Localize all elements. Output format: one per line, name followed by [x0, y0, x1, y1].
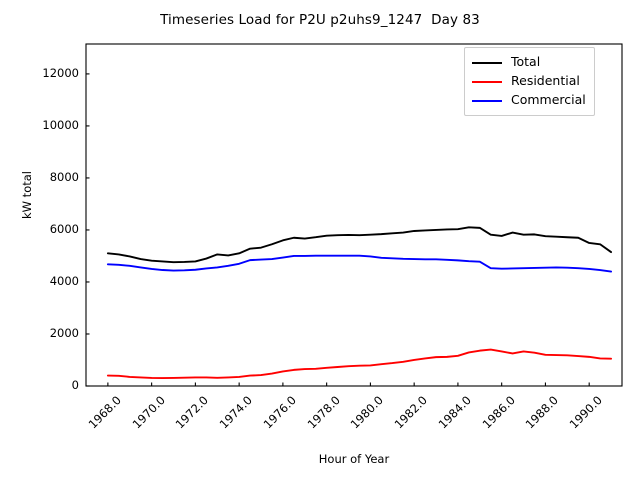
- y-tick-label: 4000: [49, 273, 79, 288]
- data-series-lines: [106, 226, 613, 380]
- y-tick-label: 8000: [49, 169, 79, 184]
- x-axis-ticks: [107, 382, 590, 386]
- legend-label: Commercial: [511, 92, 586, 108]
- legend-item-commercial: Commercial: [472, 91, 586, 110]
- y-tick-label: 12000: [42, 65, 79, 80]
- y-tick-label: 2000: [49, 325, 79, 340]
- legend-item-total: Total: [472, 53, 586, 72]
- legend-label: Total: [511, 54, 541, 70]
- legend-label: Residential: [511, 73, 580, 89]
- y-axis-ticks: [86, 73, 90, 387]
- y-tick-label: 0: [71, 378, 79, 392]
- legend-swatch-icon: [472, 80, 502, 83]
- series-line-commercial: [106, 254, 613, 273]
- chart-title: Timeseries Load for P2U p2uhs9_1247 Day …: [160, 12, 480, 28]
- chart-legend: Total Residential Commercial: [464, 47, 595, 116]
- legend-item-residential: Residential: [472, 72, 586, 91]
- axes-frame: [85, 43, 623, 387]
- y-tick-label: 10000: [42, 117, 79, 132]
- x-axis-label: Hour of Year: [318, 452, 390, 466]
- series-line-residential: [106, 348, 613, 380]
- y-tick-label: 6000: [49, 221, 79, 236]
- legend-swatch-icon: [472, 61, 502, 64]
- series-line-total: [106, 226, 613, 264]
- legend-swatch-icon: [472, 99, 502, 102]
